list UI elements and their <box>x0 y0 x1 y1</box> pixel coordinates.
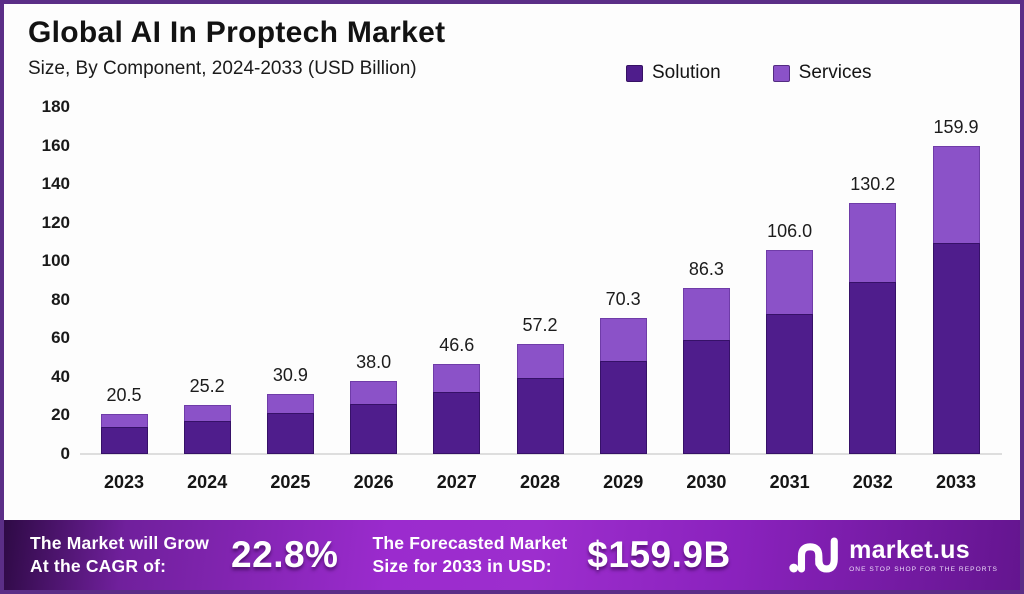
bar-2033-services-segment <box>932 145 980 243</box>
forecast-label: The Forecasted Market Size for 2033 in U… <box>372 532 567 578</box>
bar-2030 <box>682 287 730 454</box>
y-axis-tick-0: 0 <box>60 444 70 463</box>
x-axis-tick-2029: 2029 <box>603 472 644 492</box>
total-label-2028: 57.2 <box>522 314 558 335</box>
total-label-2025: 30.9 <box>272 365 308 386</box>
page-subtitle: Size, By Component, 2024-2033 (USD Billi… <box>28 58 417 79</box>
bar-2027-services-segment <box>433 364 481 393</box>
forecast-label-line2: Size for 2033 in USD: <box>372 556 552 576</box>
x-axis-line <box>80 453 1002 455</box>
bar-2023-services-segment <box>100 414 148 427</box>
bar-2026-solution-segment <box>350 403 398 454</box>
bar-2027 <box>433 364 481 454</box>
x-axis-tick-2023: 2023 <box>103 472 145 492</box>
legend-label: Solution <box>652 62 721 83</box>
bar-2026 <box>350 380 398 454</box>
bar-2029-solution-segment <box>599 361 647 454</box>
x-axis-tick-2033: 2033 <box>935 472 977 492</box>
total-label-2030: 86.3 <box>688 258 724 279</box>
total-label-2027: 46.6 <box>439 335 475 356</box>
legend-swatch-icon <box>772 64 790 82</box>
x-axis-tick-2032: 2032 <box>852 472 893 492</box>
bar-2031-solution-segment <box>766 314 814 454</box>
bar-2033-solution-segment <box>932 242 980 454</box>
marketus-logo-tagline: ONE STOP SHOP FOR THE REPORTS <box>849 565 998 573</box>
bar-2027-solution-segment <box>433 392 481 454</box>
y-axis-tick-20: 20 <box>51 405 70 425</box>
legend: Solution Services <box>626 62 872 84</box>
bar-2033 <box>932 145 980 454</box>
x-axis-tick-2031: 2031 <box>769 472 810 492</box>
bar-2024 <box>183 405 231 454</box>
x-axis-tick-2030: 2030 <box>686 472 727 492</box>
bar-2030-solution-segment <box>682 340 730 454</box>
x-axis-tick-2026: 2026 <box>353 472 394 492</box>
bar-2028 <box>516 343 564 454</box>
x-axis-tick-2025: 2025 <box>270 472 311 492</box>
footer-banner: The Market will Grow At the CAGR of: 22.… <box>4 520 1020 590</box>
bar-2026-services-segment <box>350 380 398 404</box>
x-axis-tick-2027: 2027 <box>436 472 477 492</box>
y-axis-tick-140: 140 <box>41 174 70 194</box>
marketus-logo-name: market.us <box>849 535 970 564</box>
bar-2024-solution-segment <box>183 420 231 454</box>
bar-2032-solution-segment <box>849 282 897 454</box>
marketus-logo: market.us ONE STOP SHOP FOR THE REPORTS <box>787 533 998 577</box>
total-label-2031: 106.0 <box>767 220 813 241</box>
bar-2032-services-segment <box>849 203 897 283</box>
total-label-2033: 159.9 <box>933 116 979 137</box>
legend-swatch-icon <box>626 64 643 82</box>
y-axis-tick-160: 160 <box>41 135 70 155</box>
cagr-label-line1: The Market will Grow <box>30 532 210 553</box>
cagr-label-line2: At the CAGR of: <box>30 556 167 576</box>
y-axis-tick-180: 180 <box>41 97 70 116</box>
bar-2023-solution-segment <box>100 426 148 454</box>
bar-2032 <box>849 203 897 454</box>
bar-2025-solution-segment <box>266 413 314 454</box>
total-label-2024: 25.2 <box>189 376 225 397</box>
y-axis-tick-60: 60 <box>51 328 70 348</box>
bar-2028-services-segment <box>516 343 564 379</box>
legend-item-services: Services <box>772 62 872 84</box>
bar-2025 <box>266 394 314 454</box>
y-axis-tick-120: 120 <box>41 212 70 232</box>
stacked-bar-chart: 0 20 40 60 80 100 120 140 160 180 20.5 2023 25.2 2024… <box>4 4 1020 590</box>
bar-2030-services-segment <box>682 287 730 341</box>
y-axis-tick-80: 80 <box>51 289 70 309</box>
legend-label: Services <box>798 62 872 83</box>
marketus-logo-icon <box>789 537 838 573</box>
y-axis-tick-40: 40 <box>51 366 70 386</box>
x-axis-tick-2028: 2028 <box>519 472 561 492</box>
cagr-label: The Market will Grow At the CAGR of: <box>30 532 209 578</box>
bar-2029-services-segment <box>599 318 647 362</box>
bar-2031 <box>766 249 814 454</box>
total-label-2029: 70.3 <box>605 289 641 310</box>
page-title: Global AI In Proptech Market <box>28 16 446 49</box>
bar-2024-services-segment <box>183 405 231 421</box>
bar-2029 <box>599 318 647 454</box>
bar-2023 <box>100 414 148 454</box>
total-label-2026: 38.0 <box>356 351 392 372</box>
forecast-label-line1: The Forecasted Market <box>372 532 568 553</box>
x-axis-tick-2024: 2024 <box>187 472 228 492</box>
y-axis-tick-100: 100 <box>41 251 70 271</box>
forecast-value: $159.9B <box>587 534 731 575</box>
total-label-2032: 130.2 <box>850 174 896 194</box>
bar-2025-services-segment <box>266 394 314 414</box>
legend-item-solution: Solution <box>626 62 721 84</box>
bar-2031-services-segment <box>766 249 814 315</box>
bar-2028-solution-segment <box>516 378 564 454</box>
total-label-2023: 20.5 <box>106 385 142 406</box>
cagr-value: 22.8% <box>231 534 339 575</box>
